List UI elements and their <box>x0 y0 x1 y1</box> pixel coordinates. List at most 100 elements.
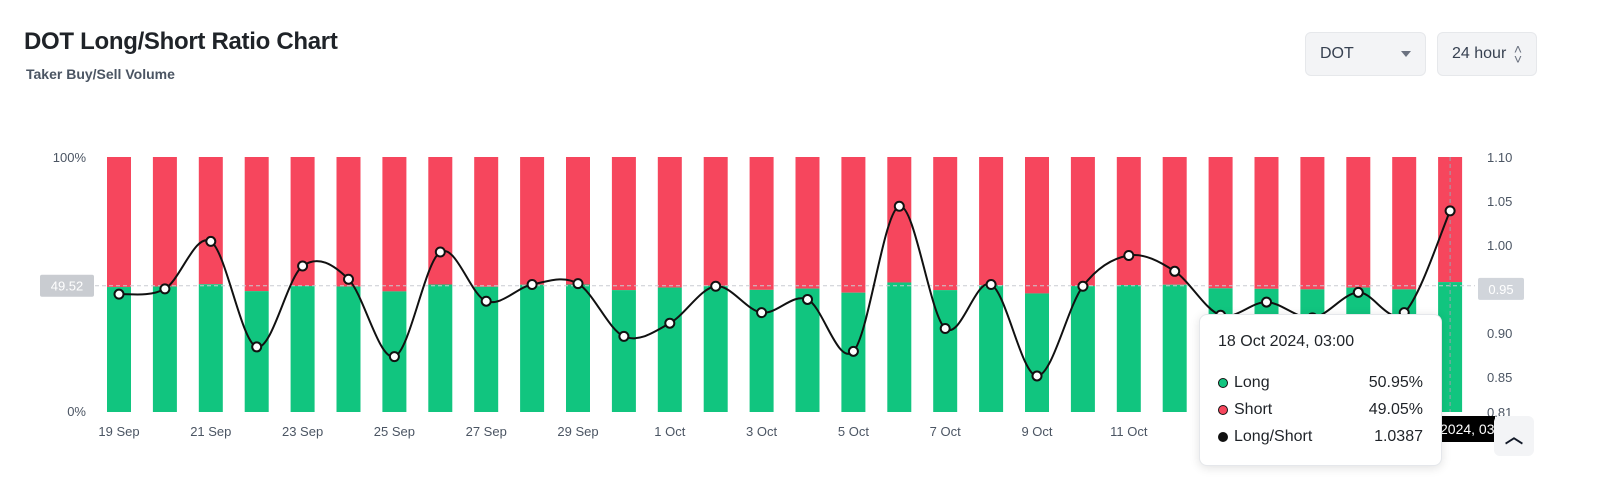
short-bar <box>795 157 820 289</box>
short-bar <box>382 157 407 292</box>
x-axis-tick: 3 Oct <box>746 424 777 439</box>
short-bar <box>749 157 774 290</box>
short-bar <box>244 157 269 292</box>
long-bar <box>198 284 223 412</box>
ratio-point <box>343 273 354 285</box>
ratio-point <box>1077 280 1089 292</box>
short-bar <box>1025 157 1049 294</box>
right-axis-tick: 0.85 <box>1487 370 1512 385</box>
tooltip-row-ratio: Long/Short 1.0387 <box>1218 423 1423 450</box>
short-bar <box>198 157 223 285</box>
right-axis-tick: 0.95 <box>1488 282 1513 297</box>
long-bar <box>428 284 453 412</box>
right-axis-tick: 1.05 <box>1487 194 1512 209</box>
interval-select[interactable]: 24 hour ˄ ˅ <box>1437 32 1537 76</box>
short-bar <box>1300 157 1325 290</box>
short-bar <box>703 157 728 286</box>
x-axis-tick: 19 Sep <box>98 424 139 439</box>
right-axis-tick: 0.90 <box>1487 326 1512 341</box>
short-bar <box>1254 157 1279 289</box>
short-bar <box>979 157 1004 286</box>
x-axis-tick: 9 Oct <box>1021 424 1052 439</box>
page-subtitle: Taker Buy/Sell Volume <box>26 66 175 82</box>
short-bar <box>1392 157 1417 290</box>
ratio-dot-icon <box>1218 431 1228 442</box>
long-bar <box>107 287 131 412</box>
right-axis-tick: 1.10 <box>1487 150 1512 165</box>
ratio-point <box>113 288 125 300</box>
reference-badge <box>40 274 94 297</box>
short-bar <box>1162 157 1187 285</box>
x-axis-tick: 25 Sep <box>374 424 415 439</box>
tooltip-time: 18 Oct 2024, 03:00 <box>1218 333 1355 350</box>
short-bar <box>1438 157 1463 283</box>
chart-tooltip: 18 Oct 2024, 03:00 Long 50.95% Short 49.… <box>1199 314 1442 466</box>
x-axis-tick: 29 Sep <box>557 424 598 439</box>
scroll-top-button[interactable]: ︿ <box>1494 416 1534 456</box>
interval-select-value: 24 hour <box>1452 45 1507 62</box>
left-axis-tick: 0% <box>67 404 86 419</box>
ratio-point <box>572 278 584 290</box>
ratio-point <box>388 351 400 363</box>
short-bar <box>566 157 590 285</box>
long-bar <box>1116 285 1141 412</box>
ratio-point <box>802 293 813 305</box>
long-bar <box>933 290 958 412</box>
up-down-icon: ˄ ˅ <box>1513 41 1522 67</box>
chevron-up-icon: ︿ <box>1505 427 1523 447</box>
long-bar <box>1070 286 1095 412</box>
x-axis-tick: 23 Sep <box>282 424 323 439</box>
ratio-point <box>985 279 997 290</box>
ratio-point <box>1169 265 1181 277</box>
short-dot-icon <box>1218 404 1228 415</box>
long-bar <box>795 288 820 412</box>
ratio-point <box>1123 249 1135 261</box>
short-bar <box>1208 157 1233 289</box>
tooltip-row-long: Long 50.95% <box>1218 369 1423 396</box>
ratio-point <box>526 279 538 290</box>
left-axis-tick: 100% <box>53 150 87 165</box>
long-bar <box>290 286 315 412</box>
long-bar <box>1162 284 1187 412</box>
ratio-point <box>1352 286 1364 298</box>
long-dot-icon <box>1218 377 1228 388</box>
page-title: DOT Long/Short Ratio Chart <box>24 28 338 55</box>
long-bar <box>152 286 177 412</box>
x-axis-tick: 1 Oct <box>654 424 685 439</box>
short-bar <box>933 157 958 291</box>
ratio-point <box>159 283 171 295</box>
short-bar <box>1070 157 1095 287</box>
ratio-point <box>756 307 768 319</box>
short-bar <box>1116 157 1141 286</box>
short-bar <box>1346 157 1371 288</box>
chevron-down-icon <box>1401 51 1411 57</box>
x-axis-tick: 5 Oct <box>838 424 869 439</box>
right-axis-tick: 1.00 <box>1487 238 1512 253</box>
ratio-point <box>434 246 446 258</box>
crosshair-time-label: 2024, 03 <box>1437 416 1495 442</box>
short-bar <box>841 157 866 293</box>
long-bar <box>657 287 682 412</box>
long-bar <box>520 284 545 412</box>
ratio-point <box>251 341 263 353</box>
coin-select-value: DOT <box>1320 45 1354 62</box>
short-bar <box>520 157 545 285</box>
x-axis-tick: 21 Sep <box>190 424 231 439</box>
short-bar <box>611 157 636 291</box>
ratio-point <box>205 235 217 247</box>
ratio-point <box>893 200 905 212</box>
ratio-point <box>618 330 630 342</box>
long-bar <box>703 285 728 412</box>
ratio-point <box>1444 205 1456 217</box>
long-bar <box>474 286 499 412</box>
coin-select[interactable]: DOT <box>1305 32 1426 76</box>
long-bar <box>611 290 636 412</box>
long-bar <box>979 285 1004 412</box>
ratio-point <box>480 295 492 307</box>
long-bar <box>566 284 590 412</box>
short-bar <box>657 157 682 288</box>
ratio-point <box>297 260 309 272</box>
short-bar <box>152 157 177 287</box>
long-bar <box>887 282 912 412</box>
right-axis-badge <box>1478 277 1524 300</box>
